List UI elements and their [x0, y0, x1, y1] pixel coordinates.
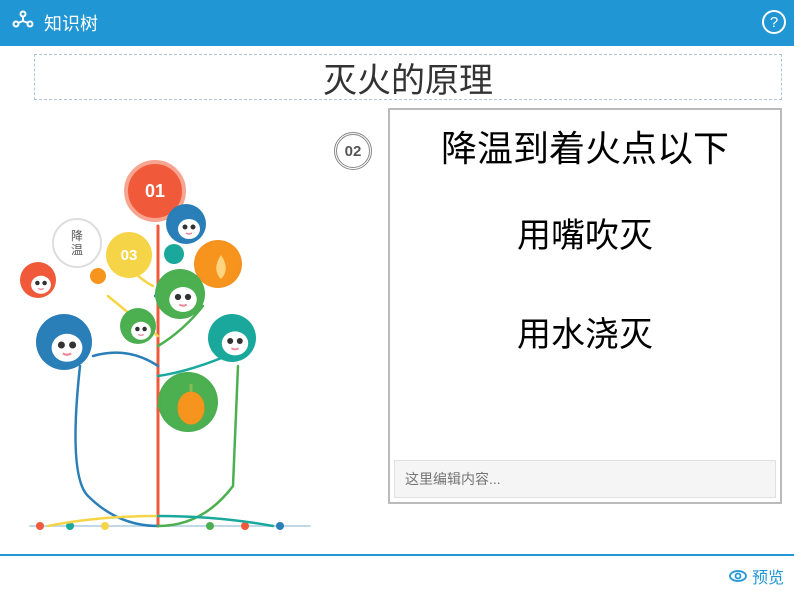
tree-node[interactable]	[208, 314, 256, 362]
node-side-label[interactable]: 降 温	[52, 218, 102, 268]
eye-icon	[728, 566, 748, 586]
help-icon[interactable]: ?	[762, 10, 786, 34]
tree-node[interactable]	[20, 262, 56, 298]
node-02-badge[interactable]: 02	[334, 132, 372, 170]
app-header: 知识树 ?	[0, 0, 794, 46]
tree-node[interactable]	[166, 204, 206, 244]
preview-label: 预览	[752, 564, 784, 588]
main-canvas: 灭火的原理 02 降温到着火点以下 用嘴吹灭 用水浇灭 01 03 降 温	[0, 46, 794, 550]
tree-node[interactable]	[120, 308, 156, 344]
panel-content: 降温到着火点以下 用嘴吹灭 用水浇灭	[390, 110, 780, 450]
header-title: 知识树	[44, 10, 98, 36]
panel-item-1: 用嘴吹灭	[404, 208, 766, 257]
page-title[interactable]: 灭火的原理	[34, 54, 782, 100]
tree-node[interactable]	[158, 372, 218, 432]
footer-bar: 预览	[0, 554, 794, 596]
tree-node[interactable]	[90, 268, 106, 284]
content-panel: 降温到着火点以下 用嘴吹灭 用水浇灭	[388, 108, 782, 504]
panel-item-2: 用水浇灭	[404, 307, 766, 356]
panel-heading: 降温到着火点以下	[404, 120, 766, 172]
knowledge-tree[interactable]: 01 03 降 温	[10, 146, 330, 546]
tree-node[interactable]	[155, 269, 205, 319]
tree-node[interactable]	[164, 244, 184, 264]
preview-button[interactable]: 预览	[728, 564, 784, 588]
tree-logo-icon	[12, 10, 34, 37]
tree-node[interactable]	[36, 314, 92, 370]
content-editor-input[interactable]	[394, 460, 776, 498]
node-03[interactable]: 03	[106, 232, 152, 278]
